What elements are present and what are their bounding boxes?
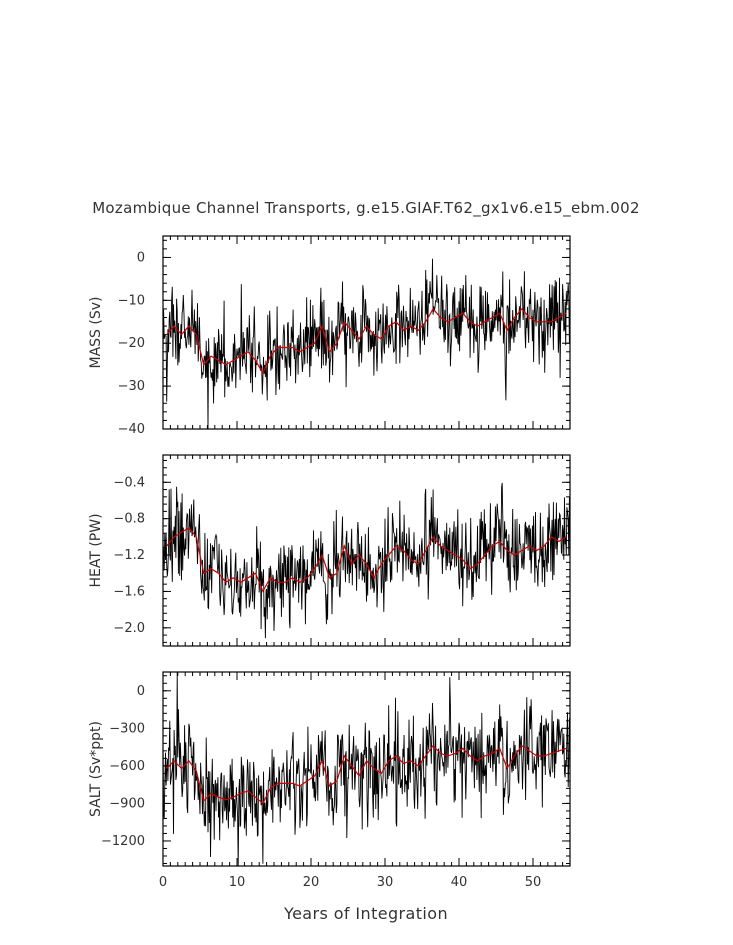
monthly-series-line <box>162 258 570 430</box>
panel-heat: −0.4 −0.8 −1.2 −1.6 −2.0 HEAT (PW) <box>88 454 571 647</box>
panel-salt: 0 −300 −600 −900 −1200 SALT (Sv*ppt) 0 10 20 30 40… <box>88 671 571 890</box>
chart-panels: 0 −10 −20 −30 −40 MASS (Sv) −0.4 −0.8 −1.2 −1.6 −2… <box>88 235 571 890</box>
y-tick-label: −20 <box>118 336 145 351</box>
y-tick-label: −1.6 <box>113 584 145 599</box>
monthly-series-line <box>162 671 570 867</box>
y-tick-label: 0 <box>137 250 145 265</box>
y-tick-label: −0.8 <box>113 512 145 527</box>
x-tick-label: 0 <box>159 875 167 890</box>
y-tick-label: −10 <box>118 293 145 308</box>
x-tick-label: 40 <box>451 875 468 890</box>
y-tick-label: −300 <box>109 721 145 736</box>
y-tick-label: −2.0 <box>113 621 145 636</box>
y-axis-label: HEAT (PW) <box>88 513 104 587</box>
y-axis-label: SALT (Sv*ppt) <box>88 721 104 817</box>
x-tick-label: 20 <box>303 875 320 890</box>
y-tick-label: −1200 <box>101 834 145 849</box>
y-tick-label: −0.4 <box>113 475 145 490</box>
y-tick-label: −600 <box>109 759 145 774</box>
x-tick-label: 30 <box>377 875 394 890</box>
panel-frame <box>162 454 571 647</box>
y-tick-label: 0 <box>137 684 145 699</box>
x-tick-label: 10 <box>229 875 246 890</box>
y-axis-label: MASS (Sv) <box>88 297 104 369</box>
y-tick-label: −1.2 <box>113 548 145 563</box>
y-tick-label: −30 <box>118 379 145 394</box>
x-axis-label: Years of Integration <box>283 904 448 923</box>
y-tick-label: −40 <box>118 422 145 437</box>
annual-mean-line <box>166 307 567 375</box>
annual-mean-line <box>166 527 567 593</box>
panel-mass: 0 −10 −20 −30 −40 MASS (Sv) <box>88 235 571 437</box>
x-tick-label: 50 <box>525 875 542 890</box>
annual-mean-line <box>166 744 567 805</box>
y-tick-label: −900 <box>109 796 145 811</box>
chart-title: Mozambique Channel Transports, g.e15.GIA… <box>92 199 640 218</box>
monthly-series-line <box>162 482 570 639</box>
